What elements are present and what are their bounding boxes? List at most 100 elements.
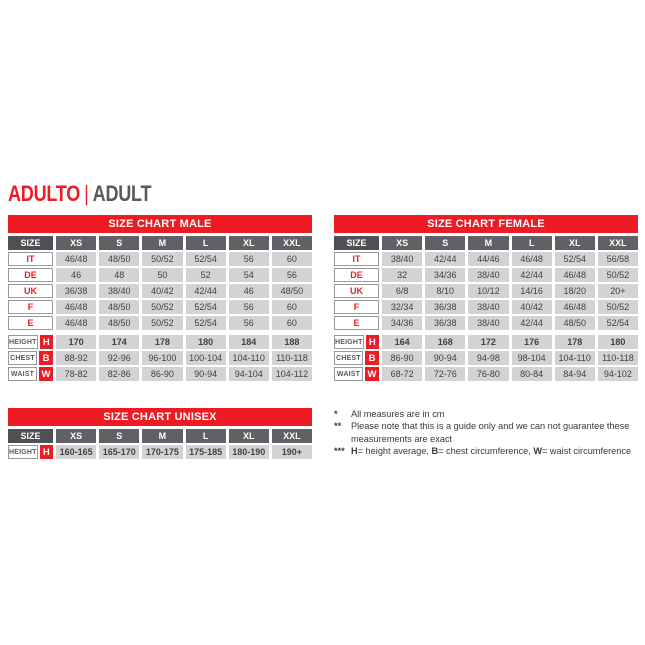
table-cell: 38/40 <box>468 316 509 330</box>
footnote-measures-cm: * All measures are in cm <box>334 408 645 420</box>
row-label-e: E <box>334 316 379 330</box>
table-cell: 104-110 <box>554 351 595 365</box>
table-cell: 36/38 <box>425 316 466 330</box>
table-cell: 110-118 <box>597 351 638 365</box>
table-cell: 178 <box>554 335 595 349</box>
table-cell: 104-112 <box>271 367 312 381</box>
table-cell: 50/52 <box>142 300 183 314</box>
row-label-it: IT <box>8 252 53 266</box>
page-title: ADULTO | ADULT <box>8 181 151 207</box>
table-cell: 56 <box>228 316 269 330</box>
measure-label-chest: CHEST B <box>8 351 53 365</box>
row-separator <box>334 332 638 333</box>
table-cell: 50/52 <box>142 252 183 266</box>
table-cell: 98-104 <box>511 351 552 365</box>
column-header-m: M <box>142 236 183 250</box>
column-header-xs: XS <box>56 429 97 443</box>
row-label-e: E <box>8 316 53 330</box>
table-cell: 180-190 <box>228 445 269 459</box>
measure-label-waist: WAIST W <box>8 367 53 381</box>
column-header-s: S <box>99 429 140 443</box>
table-cell: 176 <box>511 335 552 349</box>
table-cell: 56 <box>271 268 312 282</box>
table-cell: 72-76 <box>425 367 466 381</box>
table-cell: 42/44 <box>425 252 466 266</box>
row-label-f: F <box>334 300 379 314</box>
table-cell: 46/48 <box>554 268 595 282</box>
table-cell: 48/50 <box>99 300 140 314</box>
table-cell: 54 <box>228 268 269 282</box>
table-cell: 165-170 <box>99 445 140 459</box>
table-cell: 52/54 <box>185 316 226 330</box>
size-corner-header: SIZE <box>334 236 379 250</box>
table-cell: 42/44 <box>511 316 552 330</box>
measure-label-text: WAIST <box>8 367 37 381</box>
table-cell: 34/36 <box>382 316 423 330</box>
table-cell: 38/40 <box>99 284 140 298</box>
unisex-table-title-banner: SIZE CHART UNISEX <box>8 408 312 426</box>
table-cell: 46/48 <box>56 252 97 266</box>
measure-letter-badge: W <box>365 367 379 381</box>
table-cell: 68-72 <box>382 367 423 381</box>
table-cell: 52/54 <box>185 300 226 314</box>
row-label-f: F <box>8 300 53 314</box>
column-header-xl: XL <box>228 236 269 250</box>
table-cell: 46/48 <box>554 300 595 314</box>
table-cell: 160-165 <box>56 445 97 459</box>
table-cell: 36/38 <box>425 300 466 314</box>
table-cell: 52/54 <box>597 316 638 330</box>
measure-label-text: CHEST <box>8 351 37 365</box>
table-cell: 50 <box>142 268 183 282</box>
table-cell: 48/50 <box>99 252 140 266</box>
measure-letter-badge: H <box>39 445 53 459</box>
table-cell: 50/52 <box>597 300 638 314</box>
table-cell: 164 <box>382 335 423 349</box>
measure-label-text: WAIST <box>334 367 363 381</box>
table-cell: 46 <box>56 268 97 282</box>
measure-label-text: HEIGHT <box>334 335 364 349</box>
table-cell: 46 <box>228 284 269 298</box>
measure-label-text: HEIGHT <box>8 445 38 459</box>
table-cell: 56 <box>228 300 269 314</box>
column-header-l: L <box>185 236 226 250</box>
title-adulto: ADULTO <box>8 181 81 206</box>
size-corner-header: SIZE <box>8 236 53 250</box>
row-label-uk: UK <box>8 284 53 298</box>
unisex-table-grid: SIZE XS S M L XL XXL HEIGHT H 160-165 16… <box>8 429 312 459</box>
female-table-title-banner: SIZE CHART FEMALE <box>334 215 638 233</box>
column-header-s: S <box>99 236 140 250</box>
table-cell: 100-104 <box>185 351 226 365</box>
table-cell: 52/54 <box>185 252 226 266</box>
table-cell: 175-185 <box>185 445 226 459</box>
table-cell: 8/10 <box>425 284 466 298</box>
column-header-xxl: XXL <box>597 236 638 250</box>
row-separator <box>8 332 312 333</box>
male-table-title-banner: SIZE CHART MALE <box>8 215 312 233</box>
table-cell: 80-84 <box>511 367 552 381</box>
footnote-marker: ** <box>334 421 342 432</box>
table-cell: 60 <box>271 300 312 314</box>
table-cell: 44/46 <box>468 252 509 266</box>
table-cell: 60 <box>271 316 312 330</box>
table-cell: 48/50 <box>554 316 595 330</box>
column-header-xxl: XXL <box>271 429 312 443</box>
table-cell: 32/34 <box>382 300 423 314</box>
footnote-marker: * <box>334 409 338 419</box>
table-cell: 6/8 <box>382 284 423 298</box>
table-cell: 40/42 <box>142 284 183 298</box>
table-cell: 46/48 <box>511 252 552 266</box>
table-cell: 76-80 <box>468 367 509 381</box>
table-cell: 50/52 <box>597 268 638 282</box>
table-cell: 170 <box>56 335 97 349</box>
table-cell: 42/44 <box>511 268 552 282</box>
table-cell: 180 <box>597 335 638 349</box>
table-cell: 96-100 <box>142 351 183 365</box>
measure-letter-badge: B <box>39 351 53 365</box>
table-cell: 36/38 <box>56 284 97 298</box>
table-cell: 40/42 <box>511 300 552 314</box>
table-cell: 56 <box>228 252 269 266</box>
table-cell: 184 <box>228 335 269 349</box>
table-cell: 46/48 <box>56 316 97 330</box>
table-cell: 188 <box>271 335 312 349</box>
table-cell: 18/20 <box>554 284 595 298</box>
